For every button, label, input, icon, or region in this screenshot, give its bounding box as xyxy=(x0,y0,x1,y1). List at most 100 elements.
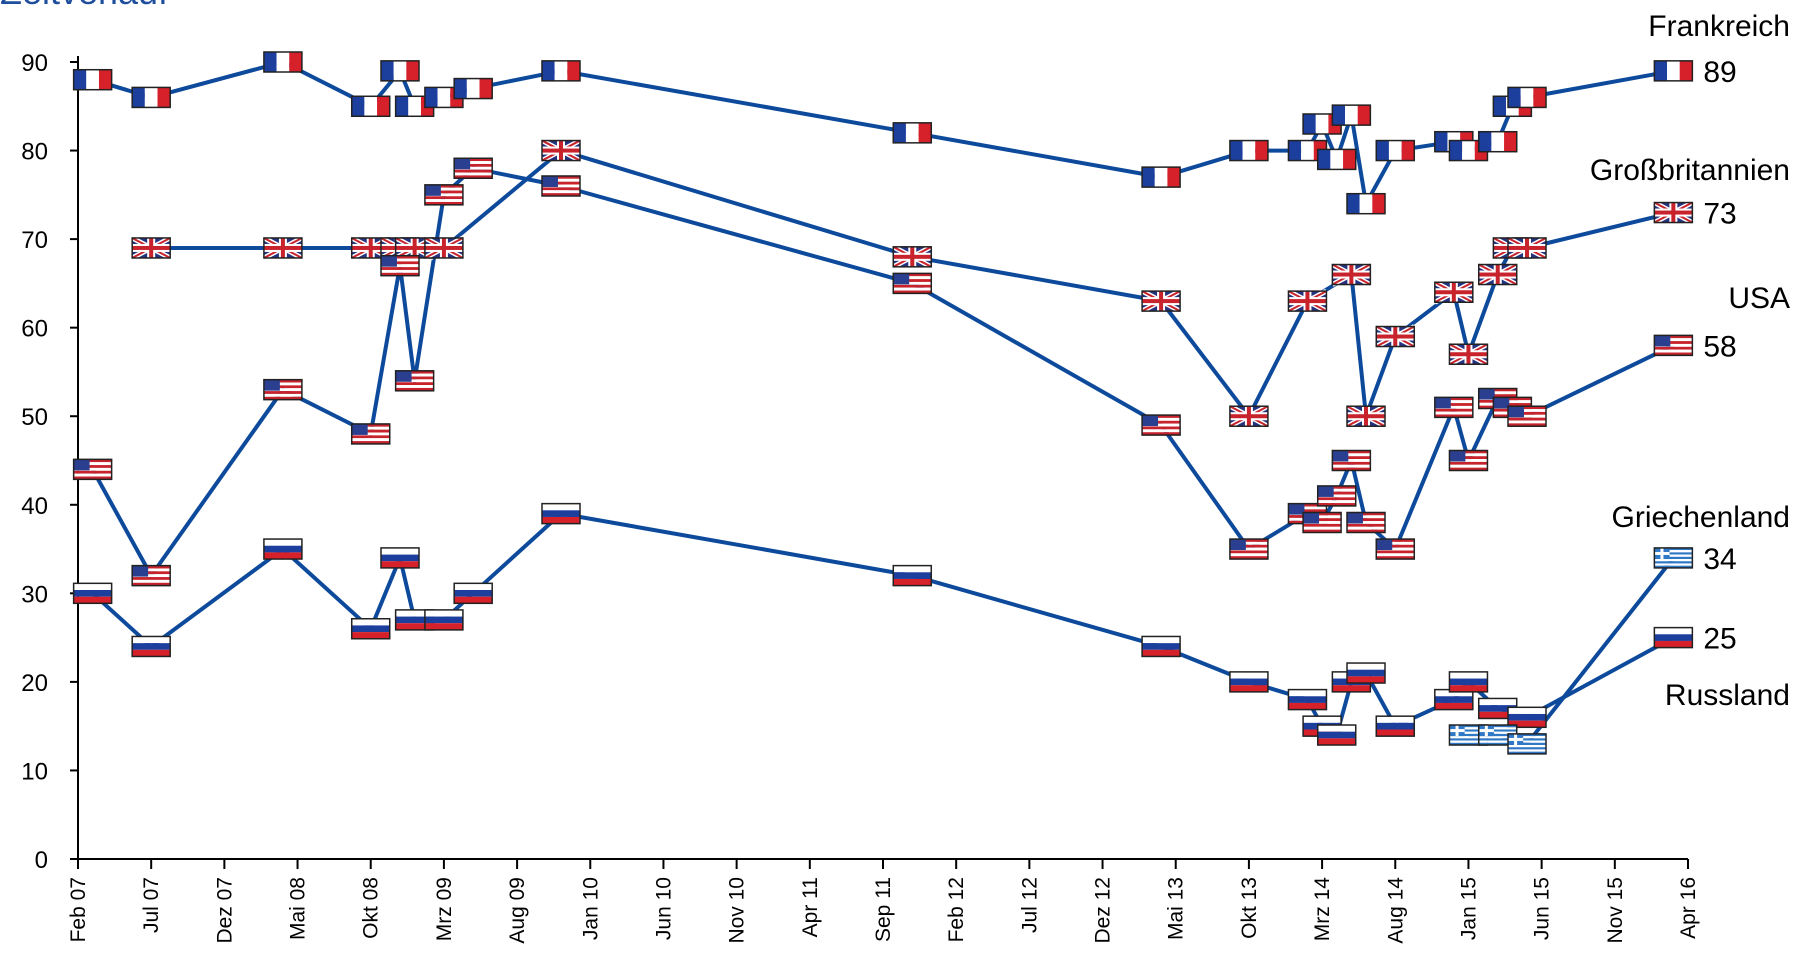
y-tick-label: 60 xyxy=(21,316,48,343)
data-point-gr xyxy=(1477,724,1518,746)
x-tick-label: Jan 15 xyxy=(1457,877,1480,940)
series-line-us xyxy=(90,166,1675,578)
data-point-us xyxy=(350,423,391,445)
data-point-us xyxy=(1229,538,1269,560)
data-point-ru xyxy=(1653,626,1694,649)
data-point-fr xyxy=(1375,139,1416,162)
data-point-ru xyxy=(72,582,113,605)
y-tick-label: 80 xyxy=(21,139,48,166)
series-markers xyxy=(72,51,1694,755)
data-point-fr xyxy=(1287,139,1328,162)
data-point-gb xyxy=(1228,404,1270,429)
x-tick-label: Feb 12 xyxy=(945,877,968,942)
data-point-ru xyxy=(541,502,581,525)
data-point-us xyxy=(394,370,435,392)
x-tick-label: Feb 07 xyxy=(67,877,90,942)
data-point-ru xyxy=(1316,724,1357,746)
data-point-gr xyxy=(1448,724,1489,746)
data-point-fr xyxy=(131,86,171,109)
data-point-ru xyxy=(1507,706,1547,729)
data-point-us xyxy=(424,184,464,206)
data-point-ru xyxy=(892,564,933,587)
data-point-ru xyxy=(1229,671,1269,693)
x-tick-label: Okt 08 xyxy=(360,877,383,939)
data-point-fr xyxy=(892,122,933,144)
data-point-fr xyxy=(453,77,493,100)
data-point-ru xyxy=(131,635,171,658)
data-point-gb xyxy=(1140,288,1182,314)
data-point-gb xyxy=(540,138,582,163)
data-point-gb xyxy=(262,235,304,261)
end-value-gb: 73 xyxy=(1703,198,1736,231)
y-tick-label: 70 xyxy=(21,227,48,254)
y-tick-label: 90 xyxy=(21,50,48,77)
data-point-us xyxy=(1141,414,1181,436)
data-point-us xyxy=(131,564,171,587)
data-point-ru xyxy=(380,547,420,569)
data-point-gb xyxy=(1477,262,1518,287)
x-tick-label: Okt 13 xyxy=(1238,877,1261,939)
x-tick-label: Aug 14 xyxy=(1384,877,1407,944)
data-point-gb xyxy=(1653,200,1694,225)
data-point-ru xyxy=(1141,635,1181,658)
data-point-us xyxy=(1434,396,1474,419)
x-tick-label: Mrz 14 xyxy=(1311,877,1334,942)
end-value-us: 58 xyxy=(1703,330,1736,363)
data-point-us xyxy=(1507,405,1547,427)
data-point-us xyxy=(1653,334,1694,357)
data-point-ru xyxy=(350,618,391,640)
data-point-fr xyxy=(1331,104,1372,126)
x-tick-label: Dez 07 xyxy=(213,877,236,944)
chart-title-fragment: Zeitverlauf xyxy=(0,0,169,12)
x-tick-label: Apr 11 xyxy=(799,877,822,937)
data-point-gb xyxy=(1287,288,1328,314)
data-point-gr xyxy=(1653,547,1694,569)
data-point-gr xyxy=(1507,733,1547,755)
data-point-fr xyxy=(1229,139,1269,162)
data-point-us xyxy=(72,458,113,481)
data-point-ru xyxy=(1287,688,1328,711)
data-point-ru xyxy=(1448,671,1489,693)
data-point-us xyxy=(1448,449,1489,472)
series-name-us: USA xyxy=(1728,282,1790,315)
x-tick-label: Jun 15 xyxy=(1531,877,1554,940)
data-point-ru xyxy=(1346,662,1386,684)
data-point-us xyxy=(1331,449,1372,472)
data-point-gb xyxy=(1506,235,1548,261)
data-point-ru xyxy=(424,609,464,631)
data-point-us xyxy=(380,254,420,277)
x-tick-label: Sep 11 xyxy=(872,877,895,942)
series-name-gb: Großbritannien xyxy=(1590,154,1790,187)
data-point-us xyxy=(453,157,493,180)
data-point-fr xyxy=(1477,130,1518,153)
data-point-fr xyxy=(1507,86,1547,109)
y-tick-label: 20 xyxy=(21,670,48,697)
end-value-fr: 89 xyxy=(1703,56,1736,89)
x-tick-label: Nov 15 xyxy=(1604,877,1627,944)
axes: 0 10 20 30 40 50 60 70 80 90 Feb 07 Jul 07 Dez 07 Mai… xyxy=(21,50,1700,944)
data-point-us xyxy=(1302,511,1342,534)
x-tick-label: Aug 09 xyxy=(506,877,529,944)
data-point-us xyxy=(541,175,581,197)
series-end-labels: 89 73 58 25 34 Frankreich Großbritannien USA Rus… xyxy=(1590,10,1790,712)
data-point-fr xyxy=(350,95,391,118)
x-tick-label: Mai 13 xyxy=(1165,877,1188,940)
x-tick-label: Dez 12 xyxy=(1092,877,1115,944)
end-value-gr: 34 xyxy=(1703,543,1736,576)
data-point-gb xyxy=(1331,262,1372,287)
x-tick-label: Apr 16 xyxy=(1677,877,1700,939)
y-tick-label: 40 xyxy=(21,493,48,520)
series-name-ru: Russland xyxy=(1665,679,1790,712)
data-point-fr xyxy=(1653,60,1694,82)
data-point-gb xyxy=(1375,324,1416,349)
y-tick-label: 10 xyxy=(21,758,48,785)
data-point-ru xyxy=(453,582,493,605)
data-point-fr xyxy=(380,60,420,82)
x-tick-label: Mrz 09 xyxy=(433,877,456,941)
data-point-gb xyxy=(892,244,933,270)
series-name-gr: Griechenland xyxy=(1612,501,1790,534)
data-point-us xyxy=(1346,511,1386,534)
data-point-gb xyxy=(1345,404,1387,429)
data-point-gb xyxy=(1448,342,1489,367)
